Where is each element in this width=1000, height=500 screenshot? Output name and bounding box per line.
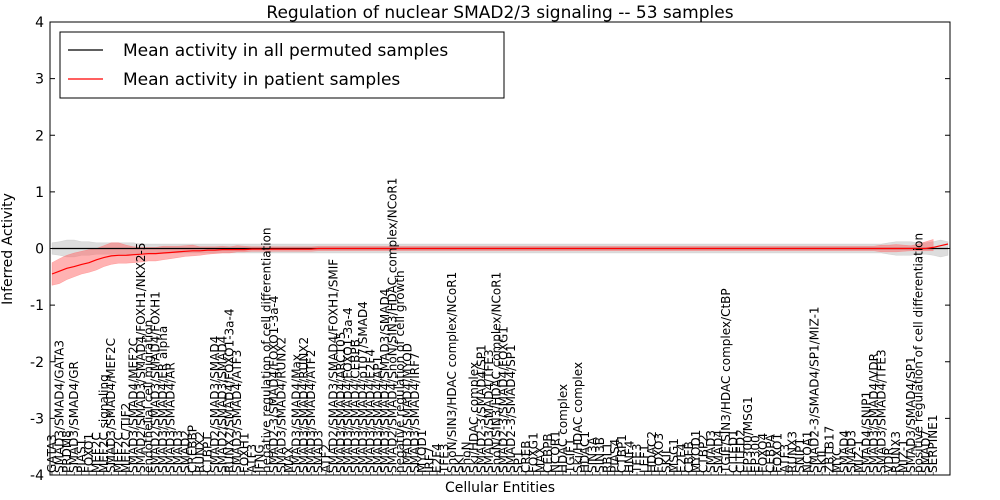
- chart-figure: Regulation of nuclear SMAD2/3 signaling …: [0, 0, 1000, 500]
- y-tick-label: 3: [35, 72, 44, 88]
- chart-title: Regulation of nuclear SMAD2/3 signaling …: [266, 3, 733, 23]
- y-tick-label: -4: [30, 468, 44, 484]
- y-axis-label: Inferred Activity: [0, 193, 16, 305]
- legend: Mean activity in all permuted samples Me…: [60, 32, 504, 98]
- y-tick-label: -2: [30, 355, 44, 371]
- x-tick-label: SERPINE1: [926, 414, 940, 473]
- y-tick-label: 2: [35, 128, 44, 144]
- y-tick-label: -3: [30, 411, 44, 427]
- y-tick-label: 1: [35, 185, 44, 201]
- y-tick-label: 4: [35, 15, 44, 31]
- legend-label-patient: Mean activity in patient samples: [123, 70, 400, 90]
- x-axis-label: Cellular Entities: [445, 480, 555, 496]
- y-tick-label: -1: [30, 298, 44, 314]
- y-tick-label: 0: [35, 242, 44, 258]
- legend-label-permuted: Mean activity in all permuted samples: [123, 41, 448, 61]
- x-tick-label: SnoN/SIN3/HDAC complex/NCoR1: [445, 272, 459, 473]
